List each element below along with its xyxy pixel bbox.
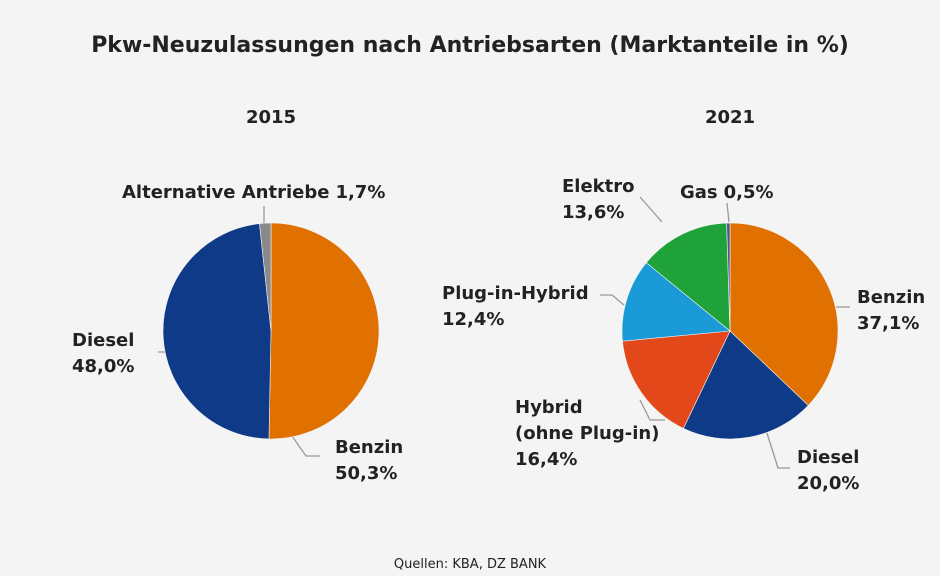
pie-title: 2015 [246, 107, 296, 128]
pie-slice [259, 222, 272, 332]
pie-slice [162, 223, 272, 440]
value-label: 20,0% [797, 473, 859, 494]
leader-lines [158, 196, 850, 469]
leader [639, 196, 663, 223]
pie-slice [622, 330, 731, 429]
category-label: Alternative Antriebe [122, 182, 329, 203]
value-label: 1,7% [335, 182, 385, 203]
leader [291, 435, 320, 457]
pie-slice [645, 222, 731, 332]
value-label: 12,4% [442, 309, 504, 330]
chart-title: Pkw-Neuzulassungen nach Antriebsarten (M… [91, 33, 849, 58]
category-label: Benzin [857, 287, 925, 308]
pie-slice [683, 330, 809, 440]
pie-slice [726, 222, 731, 332]
value-label: 16,4% [515, 449, 577, 470]
pie-slice [729, 222, 839, 406]
value-label: 50,3% [335, 463, 397, 484]
slice-label: Alternative Antriebe 1,7% [122, 182, 385, 203]
source: Quellen: KBA, DZ BANK [394, 557, 547, 572]
leader [639, 399, 665, 421]
leader [765, 429, 790, 469]
leader [726, 202, 730, 223]
category-label: Benzin [335, 437, 403, 458]
category-label: Elektro [562, 176, 635, 197]
category-label: Gas [680, 182, 718, 203]
pie-slice [621, 262, 731, 342]
category-label-line: (ohne Plug-in) [515, 423, 659, 444]
category-label: Hybrid (ohne Plug-in) [515, 397, 659, 444]
pie-slice [268, 222, 380, 440]
pie-title: 2021 [705, 107, 755, 128]
value-label: 13,6% [562, 202, 624, 223]
category-label: Diesel [797, 447, 859, 468]
category-label: Diesel [72, 330, 134, 351]
category-label-line: Hybrid [515, 397, 583, 418]
value-label: 48,0% [72, 356, 134, 377]
value-label: 37,1% [857, 313, 919, 334]
leader [600, 294, 625, 306]
value-label: 0,5% [724, 182, 774, 203]
category-label: Plug-in-Hybrid [442, 283, 589, 304]
slice-label: Gas 0,5% [680, 182, 774, 203]
